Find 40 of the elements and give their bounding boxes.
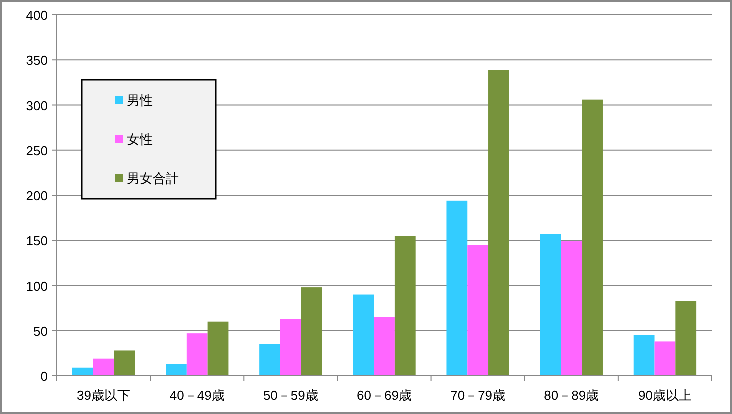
x-tick-label: 39歳以下 bbox=[77, 388, 131, 403]
bar bbox=[208, 322, 229, 376]
bar bbox=[374, 317, 395, 376]
bar bbox=[561, 242, 582, 376]
bar bbox=[540, 234, 562, 376]
x-tick-label: 40－49歳 bbox=[170, 388, 225, 403]
x-tick-label: 50－59歳 bbox=[263, 388, 318, 403]
bar bbox=[676, 301, 697, 376]
legend-label: 女性 bbox=[127, 132, 153, 147]
y-tick-label: 400 bbox=[26, 8, 48, 23]
y-tick-label: 250 bbox=[26, 143, 48, 158]
bar bbox=[353, 294, 374, 376]
x-tick-label: 90歳以上 bbox=[638, 388, 692, 403]
bar bbox=[394, 236, 416, 376]
y-tick-label: 100 bbox=[26, 278, 48, 294]
legend-label: 男女合計 bbox=[127, 171, 179, 186]
bar bbox=[260, 344, 280, 376]
y-tick-label: 150 bbox=[26, 234, 48, 249]
bar bbox=[468, 245, 489, 376]
bar bbox=[634, 335, 655, 376]
bar bbox=[488, 70, 510, 376]
x-tick-label: 80－89歳 bbox=[544, 388, 600, 403]
bar bbox=[446, 200, 468, 376]
bar bbox=[186, 334, 208, 376]
x-tick-label: 70－79歳 bbox=[450, 388, 506, 403]
bar bbox=[280, 319, 302, 376]
bar bbox=[301, 288, 322, 376]
y-tick-label: 50 bbox=[34, 324, 48, 339]
y-tick-label: 200 bbox=[26, 188, 48, 204]
bar bbox=[166, 364, 187, 376]
legend-label: 男性 bbox=[127, 93, 153, 108]
bar bbox=[93, 358, 114, 376]
bar bbox=[582, 100, 603, 376]
x-tick-label: 60－69歳 bbox=[357, 388, 412, 403]
y-tick-label: 0 bbox=[40, 369, 48, 384]
y-tick-label: 300 bbox=[26, 98, 48, 114]
bar bbox=[114, 350, 136, 376]
bar bbox=[654, 342, 676, 376]
bar bbox=[72, 368, 94, 376]
y-tick-label: 350 bbox=[26, 53, 48, 68]
